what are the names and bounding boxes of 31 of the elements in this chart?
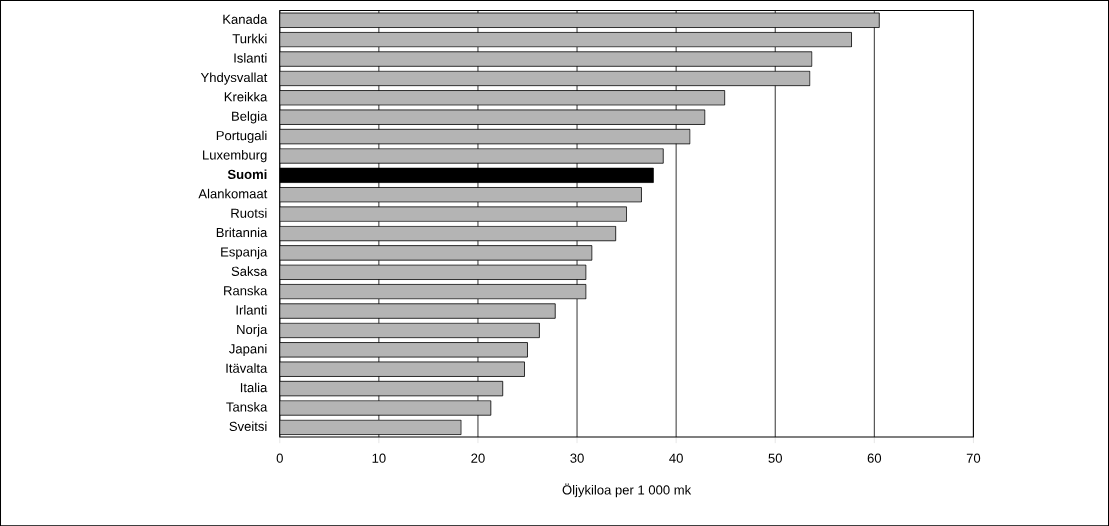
y-tick-label: Japani xyxy=(229,343,267,356)
y-tick-label: Kanada xyxy=(223,14,268,24)
y-tick-label: Ruotsi xyxy=(231,208,267,218)
y-tick-label: Portugali xyxy=(216,130,267,143)
y-tick-label: Kreikka xyxy=(224,91,268,102)
x-tick-label: 40 xyxy=(669,453,683,463)
x-tick-label: 30 xyxy=(570,453,584,463)
y-tick-label: Belgia xyxy=(232,111,268,124)
y-tick-label: Sveitsi xyxy=(229,421,267,431)
x-tick-label: 10 xyxy=(372,453,386,463)
y-tick-label: Saksa xyxy=(231,266,268,276)
y-tick-label: Itävalta xyxy=(226,363,268,373)
y-tick-label: Ranska xyxy=(224,285,268,296)
y-tick-label: Alankomaat xyxy=(198,188,268,199)
x-axis-title: Öljykiloa per 1 000 mk xyxy=(562,483,692,497)
y-tick-label: Suomi xyxy=(227,169,267,179)
y-tick-label: Espanja xyxy=(221,246,268,260)
x-tick-label: 50 xyxy=(768,453,782,463)
y-tick-label: Italia xyxy=(240,382,268,393)
y-tick-label: Norja xyxy=(237,324,268,337)
y-tick-label: Yhdysvallat xyxy=(200,72,268,85)
x-tick-label: 60 xyxy=(867,453,882,463)
y-tick-label: Tanska xyxy=(226,401,268,412)
x-tick-label: 0 xyxy=(276,453,283,463)
x-tick-label: 20 xyxy=(471,453,485,463)
y-tick-label: Britannia xyxy=(216,227,268,238)
x-tick-label: 70 xyxy=(966,453,981,463)
y-tick-label: Islanti xyxy=(234,52,267,63)
y-tick-label: Irlanti xyxy=(236,304,267,315)
y-tick-label: Luxemburg xyxy=(203,149,267,163)
y-tick-label: Turkki xyxy=(232,33,267,44)
